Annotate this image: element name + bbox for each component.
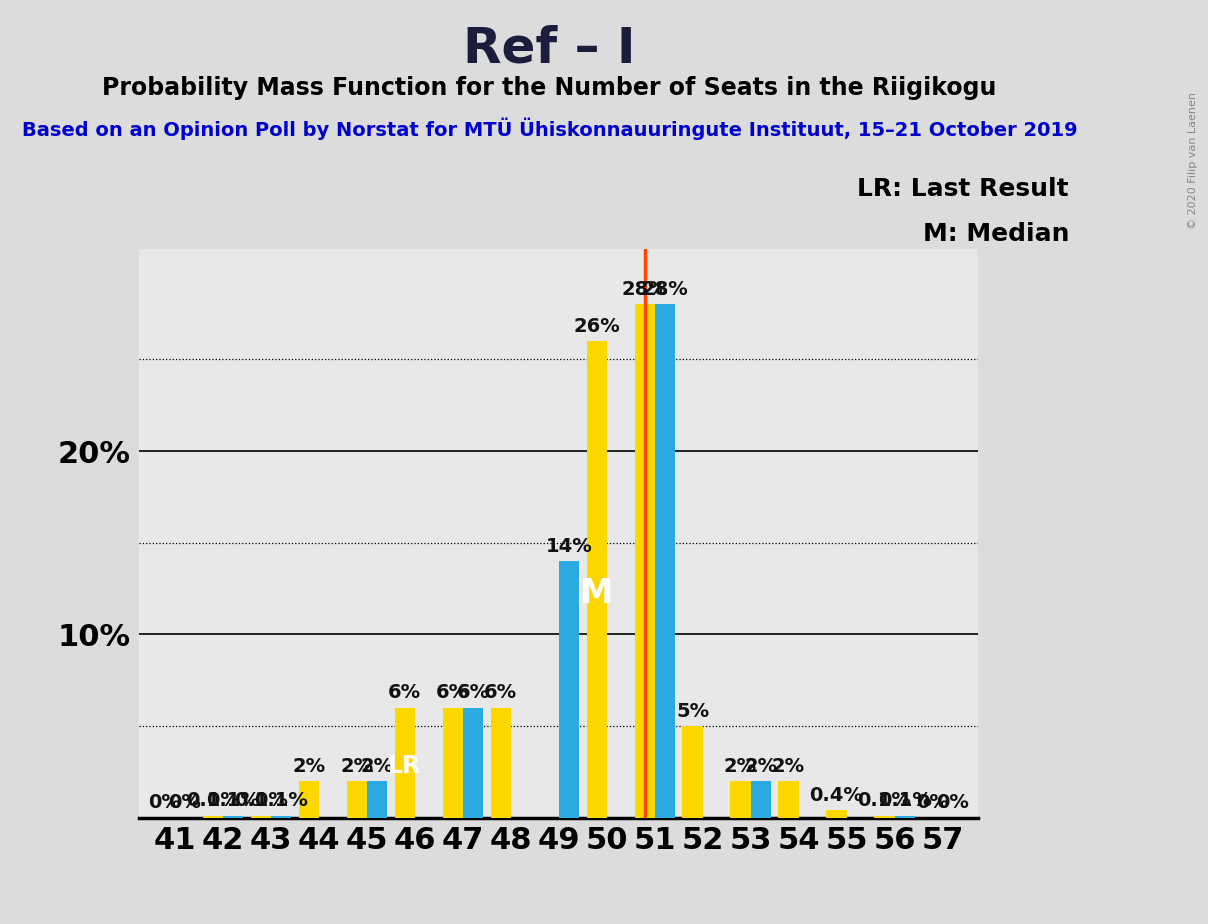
Text: 26%: 26% <box>574 317 620 335</box>
Text: © 2020 Filip van Laenen: © 2020 Filip van Laenen <box>1189 92 1198 229</box>
Text: 0.1%: 0.1% <box>878 792 931 810</box>
Text: 14%: 14% <box>545 537 592 555</box>
Bar <box>634 305 655 818</box>
Text: 2%: 2% <box>724 757 757 775</box>
Text: 6%: 6% <box>484 683 517 702</box>
Text: 0%: 0% <box>169 793 202 812</box>
Bar <box>826 810 847 818</box>
Bar <box>442 708 463 818</box>
Bar <box>203 816 222 818</box>
Text: 2%: 2% <box>744 757 777 775</box>
Bar <box>395 708 414 818</box>
Text: 0%: 0% <box>149 793 181 812</box>
Text: Probability Mass Function for the Number of Seats in the Riigikogu: Probability Mass Function for the Number… <box>103 76 997 100</box>
Text: 2%: 2% <box>292 757 325 775</box>
Text: 6%: 6% <box>436 683 469 702</box>
Bar <box>875 816 894 818</box>
Bar <box>367 781 387 818</box>
Text: 6%: 6% <box>388 683 422 702</box>
Bar <box>683 726 703 818</box>
Text: M: Median: M: Median <box>923 222 1069 246</box>
Text: 0.1%: 0.1% <box>207 792 260 810</box>
Bar <box>750 781 771 818</box>
Text: 2%: 2% <box>360 757 394 775</box>
Bar <box>731 781 750 818</box>
Text: LR: LR <box>388 754 422 778</box>
Bar <box>894 816 914 818</box>
Bar <box>490 708 511 818</box>
Text: 0%: 0% <box>916 793 948 812</box>
Bar <box>558 561 579 818</box>
Text: 2%: 2% <box>772 757 805 775</box>
Bar <box>298 781 319 818</box>
Text: Based on an Opinion Poll by Norstat for MTÜ Ühiskonnauuringute Instituut, 15–21 : Based on an Opinion Poll by Norstat for … <box>22 117 1078 140</box>
Text: 5%: 5% <box>676 701 709 721</box>
Bar <box>271 816 291 818</box>
Bar <box>655 305 675 818</box>
Text: LR: Last Result: LR: Last Result <box>858 177 1069 201</box>
Text: 2%: 2% <box>341 757 373 775</box>
Text: 0%: 0% <box>936 793 969 812</box>
Bar <box>222 816 243 818</box>
Bar <box>251 816 271 818</box>
Text: M: M <box>580 578 614 610</box>
Text: 0.1%: 0.1% <box>234 792 288 810</box>
Bar <box>587 341 606 818</box>
Text: 0.4%: 0.4% <box>809 786 864 805</box>
Text: 28%: 28% <box>621 280 668 299</box>
Text: 0.1%: 0.1% <box>186 792 239 810</box>
Bar <box>463 708 483 818</box>
Text: 0.1%: 0.1% <box>858 792 911 810</box>
Bar <box>347 781 367 818</box>
Text: 6%: 6% <box>457 683 489 702</box>
Bar <box>778 781 798 818</box>
Text: Ref – I: Ref – I <box>464 24 635 72</box>
Text: 0.1%: 0.1% <box>254 792 308 810</box>
Text: 28%: 28% <box>641 280 689 299</box>
